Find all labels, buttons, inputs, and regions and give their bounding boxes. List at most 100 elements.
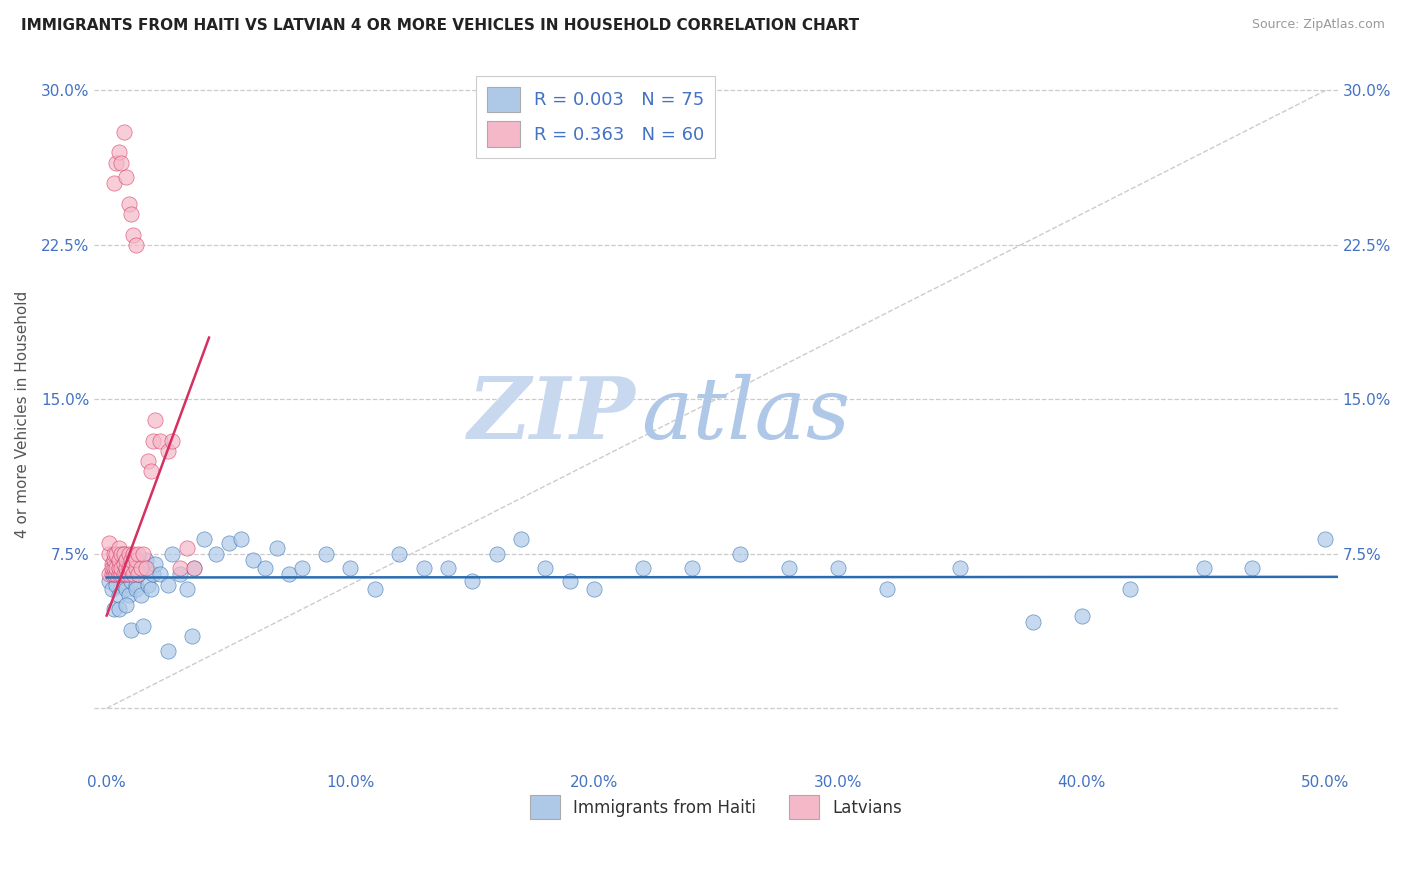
Point — [112, 567, 135, 582]
Point — [778, 561, 800, 575]
Point — [139, 582, 162, 596]
Point — [139, 465, 162, 479]
Point — [117, 567, 139, 582]
Point — [117, 196, 139, 211]
Point — [103, 547, 125, 561]
Point — [169, 561, 191, 575]
Point — [142, 434, 165, 448]
Point — [127, 567, 149, 582]
Point — [125, 553, 148, 567]
Point — [100, 561, 122, 575]
Point — [125, 577, 148, 591]
Point — [218, 536, 240, 550]
Point — [278, 567, 301, 582]
Point — [242, 553, 264, 567]
Point — [156, 643, 179, 657]
Point — [583, 582, 606, 596]
Point — [315, 547, 337, 561]
Point — [117, 561, 139, 575]
Point — [534, 561, 557, 575]
Point — [103, 567, 125, 582]
Point — [120, 553, 142, 567]
Point — [103, 553, 125, 567]
Point — [156, 577, 179, 591]
Point — [112, 547, 135, 561]
Point — [108, 567, 131, 582]
Point — [105, 577, 128, 591]
Point — [108, 561, 131, 575]
Point — [266, 541, 288, 555]
Point — [108, 588, 131, 602]
Point — [112, 577, 135, 591]
Point — [120, 561, 142, 575]
Point — [122, 547, 145, 561]
Point — [162, 547, 184, 561]
Point — [193, 533, 215, 547]
Point — [115, 567, 138, 582]
Point — [183, 561, 205, 575]
Point — [125, 582, 148, 596]
Point — [388, 547, 411, 561]
Point — [176, 582, 198, 596]
Point — [1315, 533, 1337, 547]
Point — [145, 557, 167, 571]
Point — [110, 567, 132, 582]
Point — [291, 561, 314, 575]
Point — [100, 557, 122, 571]
Point — [105, 553, 128, 567]
Point — [142, 567, 165, 582]
Point — [510, 533, 533, 547]
Text: IMMIGRANTS FROM HAITI VS LATVIAN 4 OR MORE VEHICLES IN HOUSEHOLD CORRELATION CHA: IMMIGRANTS FROM HAITI VS LATVIAN 4 OR MO… — [21, 18, 859, 33]
Point — [730, 547, 752, 561]
Point — [827, 561, 849, 575]
Text: Source: ZipAtlas.com: Source: ZipAtlas.com — [1251, 18, 1385, 31]
Point — [132, 619, 155, 633]
Point — [681, 561, 703, 575]
Point — [254, 561, 277, 575]
Point — [437, 561, 460, 575]
Point — [108, 541, 131, 555]
Point — [1119, 582, 1142, 596]
Point — [100, 582, 122, 596]
Point — [115, 567, 138, 582]
Point — [136, 454, 159, 468]
Point — [110, 567, 132, 582]
Text: ZIP: ZIP — [467, 373, 636, 457]
Point — [98, 574, 121, 588]
Point — [115, 582, 138, 596]
Point — [108, 145, 131, 160]
Point — [103, 602, 125, 616]
Point — [876, 582, 898, 596]
Point — [105, 547, 128, 561]
Point — [103, 567, 125, 582]
Point — [108, 553, 131, 567]
Point — [103, 557, 125, 571]
Point — [485, 547, 508, 561]
Point — [112, 557, 135, 571]
Point — [364, 582, 387, 596]
Point — [120, 557, 142, 571]
Point — [122, 567, 145, 582]
Point — [122, 567, 145, 582]
Point — [1192, 561, 1215, 575]
Point — [110, 155, 132, 169]
Point — [339, 561, 361, 575]
Point — [115, 553, 138, 567]
Point — [135, 553, 157, 567]
Point — [108, 602, 131, 616]
Point — [115, 599, 138, 613]
Point — [129, 588, 152, 602]
Point — [949, 561, 972, 575]
Point — [149, 434, 172, 448]
Point — [110, 561, 132, 575]
Point — [120, 623, 142, 637]
Point — [229, 533, 252, 547]
Point — [156, 443, 179, 458]
Point — [103, 176, 125, 190]
Point — [461, 574, 484, 588]
Point — [110, 547, 132, 561]
Point — [117, 588, 139, 602]
Point — [115, 561, 138, 575]
Point — [136, 577, 159, 591]
Point — [558, 574, 581, 588]
